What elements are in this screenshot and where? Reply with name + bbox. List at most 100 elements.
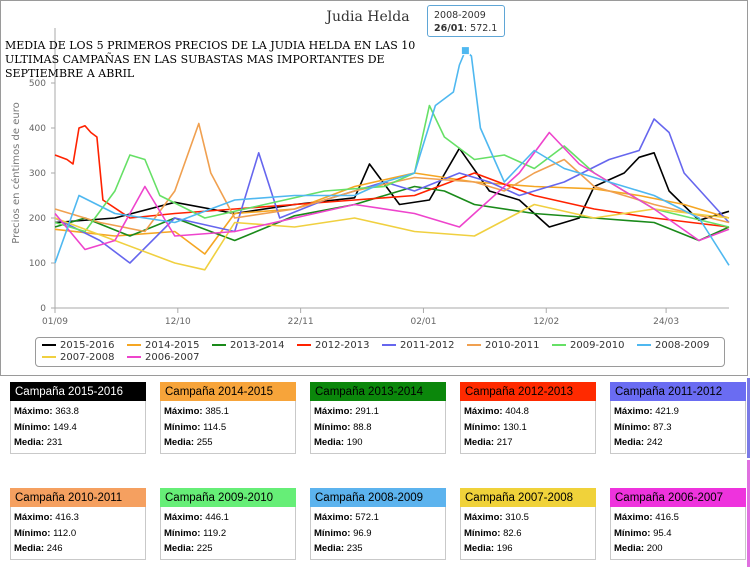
legend-item-2012-2013[interactable]: 2012-2013: [297, 340, 370, 351]
series-line-2009-2010[interactable]: [54, 104, 730, 233]
x-tick-label: 01/09: [42, 317, 68, 327]
card-stats: Máximo: 416.3 Mínimo: 112.0 Media: 246: [10, 507, 146, 560]
card-title: Campaña 2014-2015: [160, 382, 296, 401]
legend-label: 2006-2007: [145, 352, 200, 363]
y-axis-label: Precios en céntimos de euro: [10, 102, 22, 243]
stat-avg: Media: 196: [464, 541, 591, 557]
stat-min-label: Mínimo:: [614, 421, 651, 433]
stat-min-value: 130.1: [503, 421, 527, 433]
stat-min-value: 114.5: [203, 421, 227, 433]
series-line-2012-2013[interactable]: [54, 125, 730, 228]
stat-avg-value: 235: [346, 543, 363, 554]
stat-avg-label: Media:: [614, 437, 645, 448]
campaign-card: Campaña 2014-2015 Máximo: 385.1 Mínimo: 11…: [160, 382, 296, 454]
series-line-2008-2009[interactable]: [54, 49, 730, 266]
card-stats: Máximo: 404.8 Mínimo: 130.1 Media: 217: [460, 401, 596, 454]
stat-min: Mínimo: 87.3: [614, 420, 741, 436]
stat-min: Mínimo: 112.0: [14, 526, 141, 542]
legend-label: 2007-2008: [60, 352, 115, 363]
stat-max-label: Máximo:: [314, 406, 353, 417]
legend-item-2011-2012[interactable]: 2011-2012: [382, 340, 455, 351]
legend-item-2014-2015[interactable]: 2014-2015: [127, 340, 200, 351]
stat-min: Mínimo: 114.5: [164, 420, 291, 436]
series-line-2011-2012[interactable]: [54, 118, 730, 264]
stat-max-value: 416.3: [55, 512, 79, 523]
legend-label: 2012-2013: [315, 340, 370, 351]
stat-avg-value: 190: [346, 437, 363, 448]
stat-max-label: Máximo:: [164, 406, 203, 417]
campaign-card: Campaña 2008-2009 Máximo: 572.1 Mínimo: 96…: [310, 488, 446, 560]
card-title: Campaña 2011-2012: [610, 382, 746, 401]
stat-max: Máximo: 310.5: [464, 510, 591, 526]
stat-avg-value: 200: [646, 543, 663, 554]
legend-item-2015-2016[interactable]: 2015-2016: [42, 340, 115, 351]
stat-max-label: Máximo:: [464, 406, 503, 417]
series-line-2010-2011[interactable]: [54, 122, 730, 233]
card-stats: Máximo: 310.5 Mínimo: 82.6 Media: 196: [460, 507, 596, 560]
legend-label: 2013-2014: [230, 340, 285, 351]
series-line-2013-2014[interactable]: [54, 185, 730, 242]
stat-max-value: 446.1: [205, 512, 229, 523]
stat-min: Mínimo: 82.6: [464, 526, 591, 542]
stat-avg-label: Media:: [464, 543, 495, 554]
legend-item-2013-2014[interactable]: 2013-2014: [212, 340, 285, 351]
stat-min: Mínimo: 130.1: [464, 420, 591, 436]
campaign-card: Campaña 2015-2016 Máximo: 363.8 Mínimo: 14…: [10, 382, 146, 454]
legend-item-2006-2007[interactable]: 2006-2007: [127, 352, 200, 363]
stat-max: Máximo: 363.8: [14, 404, 141, 420]
legend-item-2008-2009[interactable]: 2008-2009: [637, 340, 710, 351]
stat-min-value: 112.0: [53, 527, 77, 539]
stat-max: Máximo: 572.1: [314, 510, 441, 526]
tooltip-date: 26/01: [434, 23, 464, 34]
stat-min-value: 149.4: [53, 421, 77, 433]
stat-avg-label: Media:: [314, 437, 345, 448]
stat-max: Máximo: 421.9: [614, 404, 741, 420]
tooltip-series: 2008-2009: [434, 10, 486, 21]
card-stats: Máximo: 291.1 Mínimo: 88.8 Media: 190: [310, 401, 446, 454]
y-tick-label: 100: [29, 259, 46, 269]
stat-max-value: 421.9: [655, 406, 679, 417]
card-title: Campaña 2009-2010: [160, 488, 296, 507]
stat-max-value: 385.1: [205, 406, 229, 417]
card-stats: Máximo: 421.9 Mínimo: 87.3 Media: 242: [610, 401, 746, 454]
series-line-2015-2016[interactable]: [54, 147, 730, 228]
series-line-2007-2008[interactable]: [54, 203, 730, 271]
legend-swatch: [42, 356, 56, 358]
stat-min-label: Mínimo:: [164, 421, 201, 433]
legend-label: 2010-2011: [485, 340, 540, 351]
legend-swatch: [42, 344, 56, 346]
stat-min-label: Mínimo:: [314, 421, 351, 433]
stat-max-label: Máximo:: [14, 512, 53, 523]
stat-max-value: 404.8: [505, 406, 529, 417]
stat-avg: Media: 200: [614, 541, 741, 557]
card-stats: Máximo: 385.1 Mínimo: 114.5 Media: 255: [160, 401, 296, 454]
legend-item-2009-2010[interactable]: 2009-2010: [552, 340, 625, 351]
card-title: Campaña 2013-2014: [310, 382, 446, 401]
chart-tooltip: 2008-2009 26/01: 572.1: [427, 5, 505, 37]
stat-max-value: 291.1: [355, 406, 379, 417]
legend-swatch: [297, 344, 311, 346]
legend-swatch: [127, 344, 141, 346]
stat-max: Máximo: 404.8: [464, 404, 591, 420]
series-line-2006-2007[interactable]: [54, 131, 730, 251]
legend-item-2010-2011[interactable]: 2010-2011: [467, 340, 540, 351]
stat-min-label: Mínimo:: [14, 421, 51, 433]
stat-avg-label: Media:: [614, 543, 645, 554]
card-stats: Máximo: 572.1 Mínimo: 96.9 Media: 235: [310, 507, 446, 560]
legend-swatch: [552, 344, 566, 346]
stat-min-value: 82.6: [503, 527, 522, 539]
campaign-card: Campaña 2011-2012 Máximo: 421.9 Mínimo: 87…: [610, 382, 746, 454]
x-tick-label: 02/01: [410, 317, 436, 327]
highlighted-point[interactable]: [460, 46, 470, 56]
stat-avg-value: 255: [196, 437, 213, 448]
legend-item-2007-2008[interactable]: 2007-2008: [42, 352, 115, 363]
stat-avg-label: Media:: [314, 543, 345, 554]
legend-swatch: [127, 356, 141, 358]
x-tick-label: 12/02: [533, 317, 559, 327]
stat-min-label: Mínimo:: [164, 527, 201, 539]
stat-max-label: Máximo:: [314, 512, 353, 523]
stat-max-label: Máximo:: [164, 512, 203, 523]
chart-panel: Judia Helda Precios en céntimos de euro 0 1…: [0, 0, 748, 376]
stat-min-label: Mínimo:: [314, 527, 351, 539]
side-strip-pink: [747, 460, 750, 567]
